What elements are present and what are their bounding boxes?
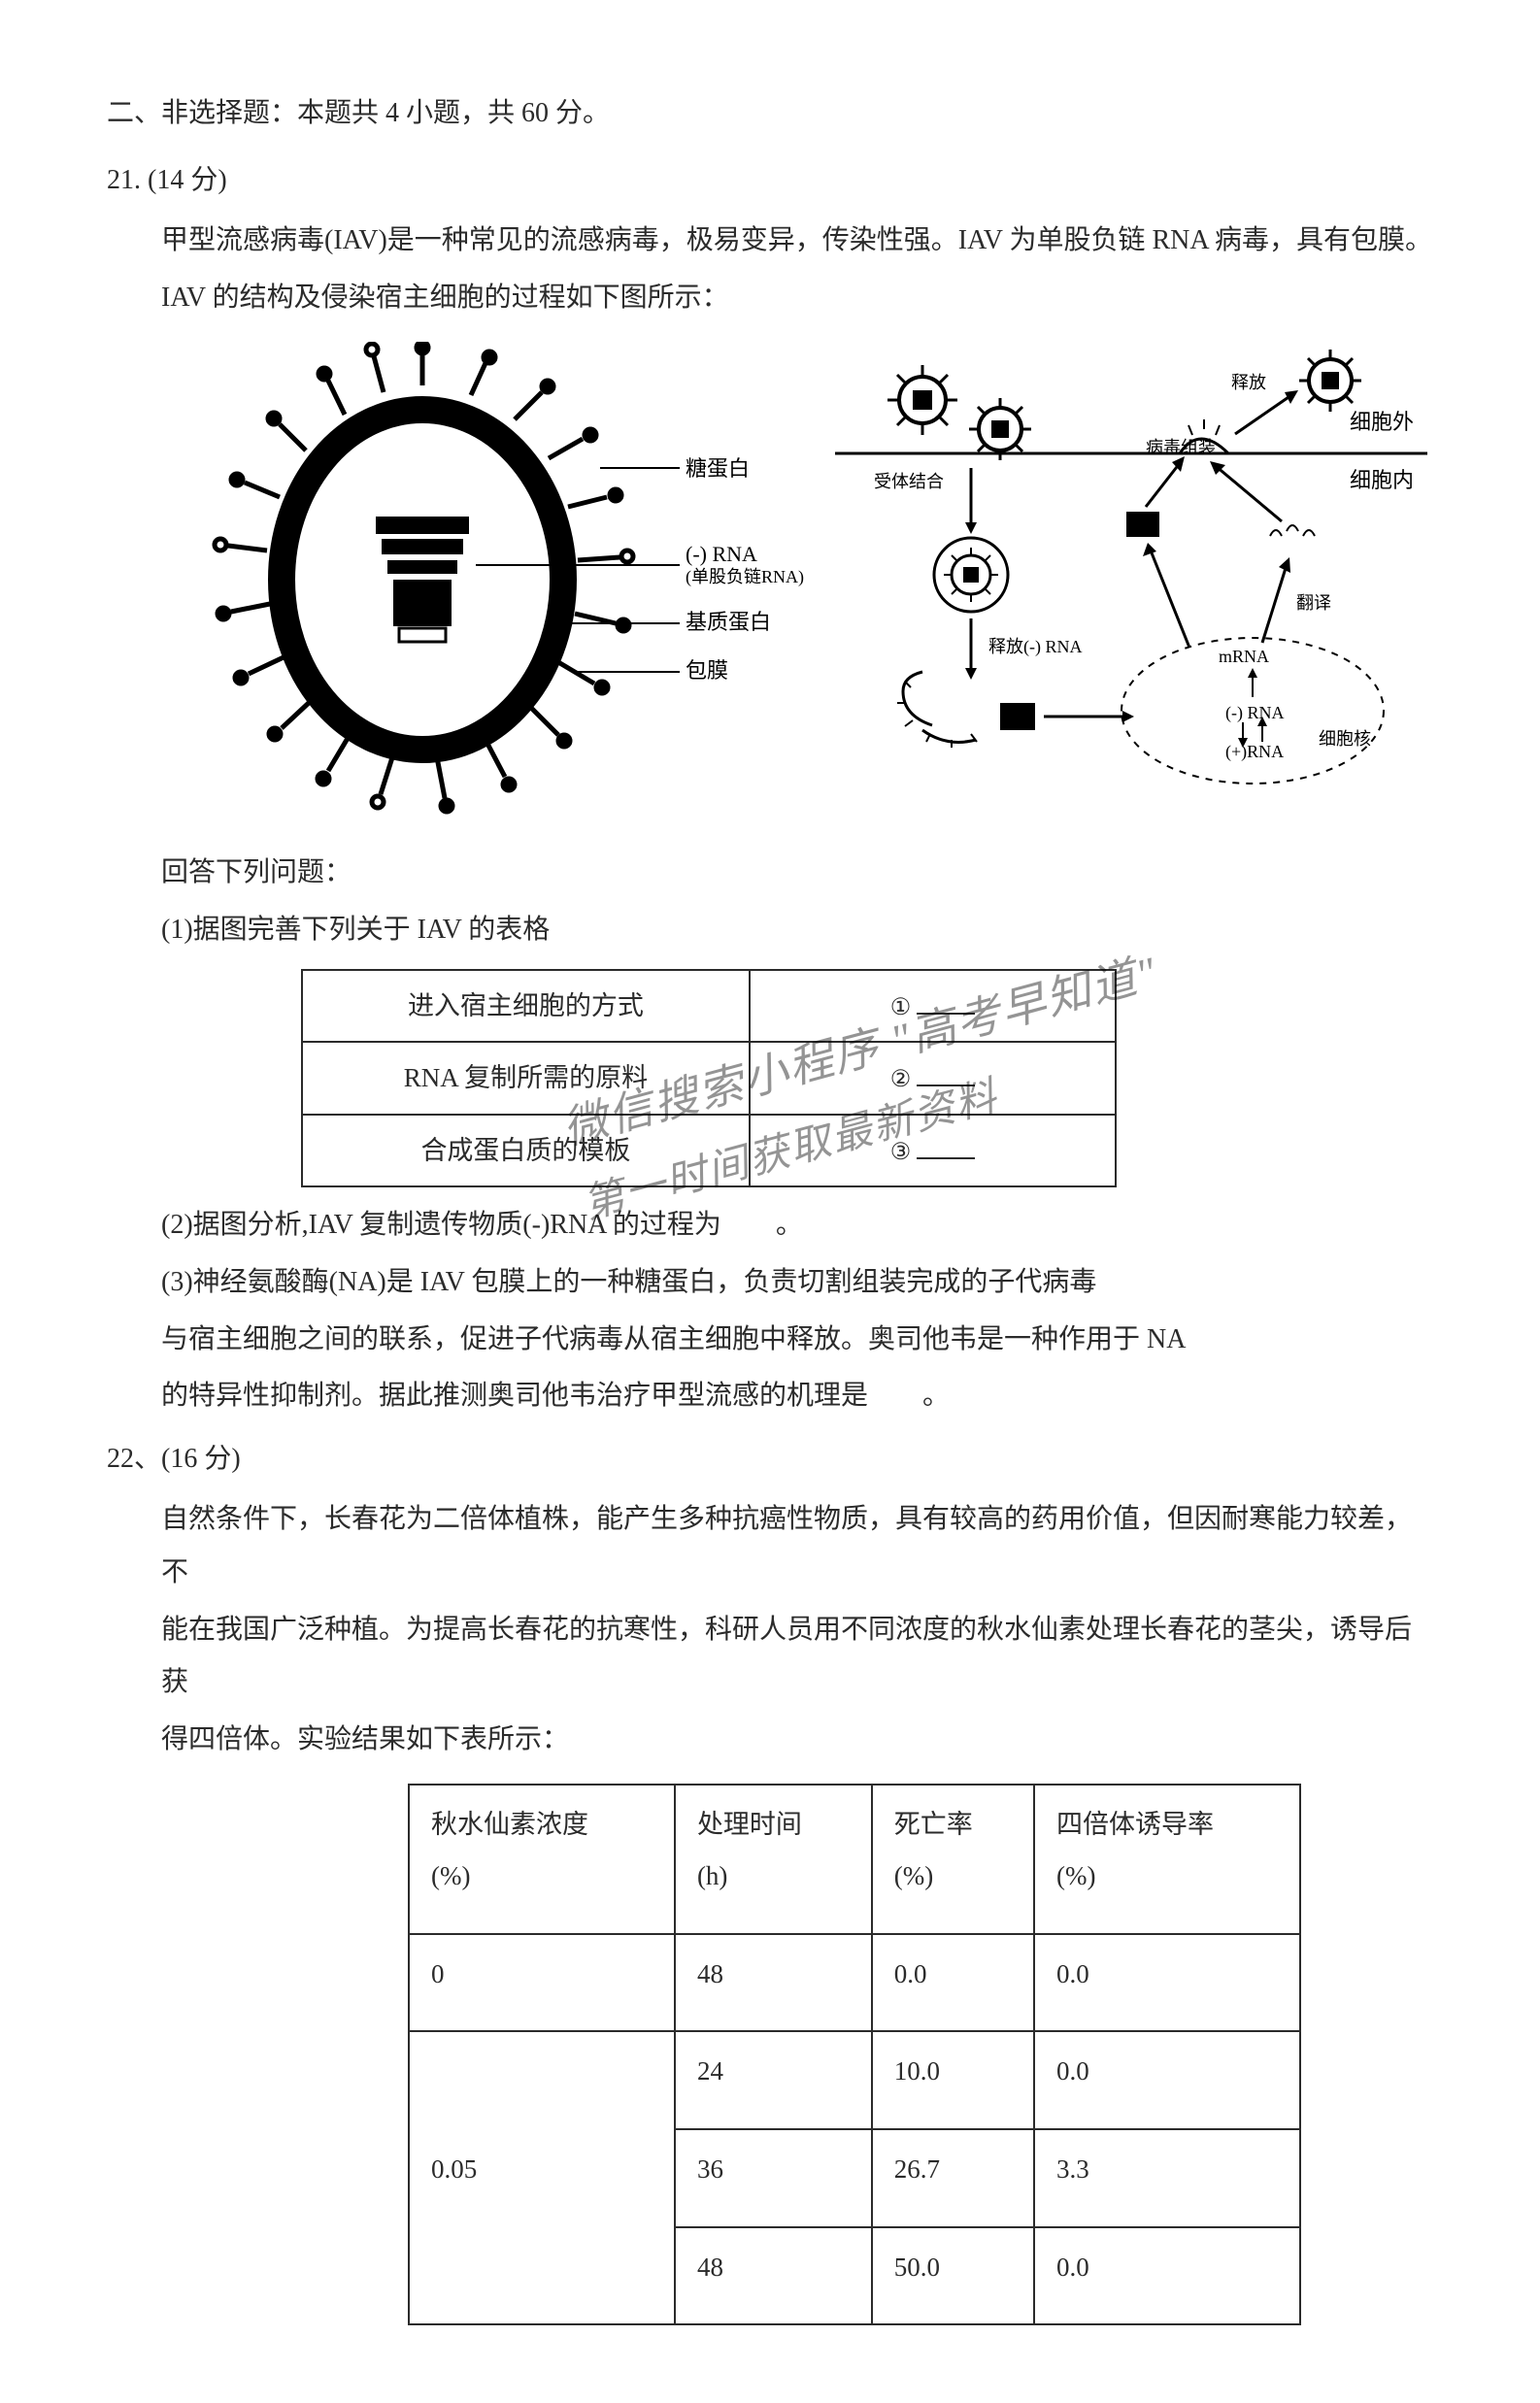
colhdr-conc-b: (%) [431,1851,653,1902]
q21-sub3-l2-text: 与宿主细胞之间的联系，促进子代病毒从宿主细胞中释放。奥司他韦是一种作用于 NA [161,1324,1186,1354]
colchicine-row-0: 0 48 0.0 0.0 [409,1934,1300,2032]
q22-p1: 自然条件下，长春花为二倍体植株，能产生多种抗癌性物质，具有较高的药用价值，但因耐… [107,1493,1433,1599]
colhdr-rate-b: (%) [1056,1851,1278,1902]
death-3: 50.0 [872,2227,1034,2325]
q22-p2: 能在我国广泛种植。为提高长春花的抗寒性，科研人员用不同浓度的秋水仙素处理长春花的… [107,1604,1433,1710]
q21-p2-text: IAV 的结构及侵染宿主细胞的过程如下图所示： [161,283,729,313]
death-2: 26.7 [872,2129,1034,2227]
q21-paragraph-1: 甲型流感病毒(IAV)是一种常见的流感病毒，极易变异，传染性强。IAV 为单股负… [107,215,1433,268]
label-matrix: 基质蛋白 [686,610,771,634]
q21-answer-prompt-text: 回答下列问题： [161,857,352,887]
q22-p3-text: 得四倍体。实验结果如下表所示： [161,1724,569,1754]
colhdr-rate-a: 四倍体诱导率 [1056,1799,1278,1851]
colhdr-conc-a: 秋水仙素浓度 [431,1799,653,1851]
q21-sub3-l3: 的特异性抑制剂。据此推测奥司他韦治疗甲型流感的机理是 。 [107,1370,1433,1423]
death-1: 10.0 [872,2031,1034,2129]
iav-r2-left: RNA 复制所需的原料 [302,1042,750,1115]
colchicine-row-1: 0.05 24 10.0 0.0 [409,2031,1300,2129]
q21-answer-prompt: 回答下列问题： [107,847,1433,900]
label-release-top: 释放 [1231,373,1266,392]
section-heading: 二、非选择题：本题共 4 小题，共 60 分。 [107,87,1433,141]
label-intracellular: 细胞内 [1350,468,1414,492]
colhdr-death-b: (%) [894,1851,1012,1902]
blank-3 [917,1134,975,1159]
label-plus-rna: (+)RNA [1225,742,1284,762]
conc-005: 0.05 [409,2031,675,2324]
conc-0: 0 [409,1934,675,2032]
label-assembly: 病毒组装 [1146,438,1216,457]
label-glycoprotein: 糖蛋白 [686,456,750,481]
q22-p2-text: 能在我国广泛种植。为提高长春花的抗寒性，科研人员用不同浓度的秋水仙素处理长春花的… [161,1615,1412,1698]
iav-r1-left: 进入宿主细胞的方式 [302,970,750,1043]
time-3: 48 [675,2227,872,2325]
q21-number: 21. (14 分) [107,154,1433,208]
rate-1: 0.0 [1034,2031,1300,2129]
q21-p1-text: 甲型流感病毒(IAV)是一种常见的流感病毒，极易变异，传染性强。IAV 为单股负… [161,225,1432,255]
iav-table-row2: RNA 复制所需的原料 ② [302,1042,1116,1115]
infection-cycle-icon: 细胞外 细胞内 [835,350,1427,784]
iav-r3-right: ③ [750,1115,1116,1187]
death-0: 0.0 [872,1934,1034,2032]
q21-sub3-l1-text: (3)神经氨酸酶(NA)是 IAV 包膜上的一种糖蛋白，负责切割组装完成的子代病… [161,1267,1096,1297]
colhdr-conc: 秋水仙素浓度 (%) [409,1785,675,1933]
q21-sub2: (2)据图分析,IAV 复制遗传物质(-)RNA 的过程为 。 [107,1199,1433,1252]
section-heading-text: 二、非选择题：本题共 4 小题，共 60 分。 [107,98,610,128]
rate-2: 3.3 [1034,2129,1300,2227]
colhdr-rate: 四倍体诱导率 (%) [1034,1785,1300,1933]
label-minus-rna-nuc: (-) RNA [1225,703,1285,723]
q22-number-text: 22、(16 分) [107,1444,241,1474]
blank-1 [917,988,975,1014]
q22-p3: 得四倍体。实验结果如下表所示： [107,1714,1433,1767]
time-0: 48 [675,1934,872,2032]
colchicine-header-row: 秋水仙素浓度 (%) 处理时间 (h) 死亡率 (%) 四倍体诱导率 (%) [409,1785,1300,1933]
iav-table: 进入宿主细胞的方式 ① RNA 复制所需的原料 ② 合成蛋白质的模板 ③ [301,969,1117,1188]
colhdr-time-b: (h) [697,1851,850,1902]
colhdr-time-a: 处理时间 [697,1799,850,1851]
iav-diagram: 糖蛋白 (-) RNA (单股负链RNA) 基质蛋白 包膜 细胞外 细胞内 [175,342,1437,818]
q21-sub3-l3-text: 的特异性抑制剂。据此推测奥司他韦治疗甲型流感的机理是 。 [161,1381,950,1411]
time-2: 36 [675,2129,872,2227]
iav-r1-right: ① [750,970,1116,1043]
q21-sub3-l2: 与宿主细胞之间的联系，促进子代病毒从宿主细胞中释放。奥司他韦是一种作用于 NA [107,1314,1433,1367]
q22-number: 22、(16 分) [107,1433,1433,1486]
colchicine-table: 秋水仙素浓度 (%) 处理时间 (h) 死亡率 (%) 四倍体诱导率 (%) 0… [408,1784,1301,2325]
label-nucleus: 细胞核 [1319,729,1371,749]
label-envelope: 包膜 [686,658,728,683]
label-rna-sub: (单股负链RNA) [686,567,804,587]
q21-sub1-label: (1)据图完善下列关于 IAV 的表格 [107,904,1433,957]
time-1: 24 [675,2031,872,2129]
label-extracellular: 细胞外 [1350,410,1414,434]
q21-sub3-l1: (3)神经氨酸酶(NA)是 IAV 包膜上的一种糖蛋白，负责切割组装完成的子代病… [107,1256,1433,1310]
q21-sub2-text: (2)据图分析,IAV 复制遗传物质(-)RNA 的过程为 。 [161,1210,803,1240]
label-translation: 翻译 [1296,593,1331,613]
rate-0: 0.0 [1034,1934,1300,2032]
iav-r3-left: 合成蛋白质的模板 [302,1115,750,1187]
q21-sub1-text: (1)据图完善下列关于 IAV 的表格 [161,915,550,945]
iav-r2-right: ② [750,1042,1116,1115]
iav-table-row3: 合成蛋白质的模板 ③ [302,1115,1116,1187]
label-release-minus-rna: 释放(-) RNA [988,637,1083,657]
iav-diagram-svg: 糖蛋白 (-) RNA (单股负链RNA) 基质蛋白 包膜 细胞外 细胞内 [175,342,1437,818]
iav-table-row1: 进入宿主细胞的方式 ① [302,970,1116,1043]
iav-r2-mark: ② [890,1068,912,1091]
colhdr-death: 死亡率 (%) [872,1785,1034,1933]
q21-paragraph-2: IAV 的结构及侵染宿主细胞的过程如下图所示： [107,272,1433,325]
q21-number-text: 21. (14 分) [107,165,227,195]
blank-2 [917,1061,975,1086]
label-rna: (-) RNA [686,542,757,566]
q22-p1-text: 自然条件下，长春花为二倍体植株，能产生多种抗癌性物质，具有较高的药用价值，但因耐… [161,1504,1412,1587]
rate-3: 0.0 [1034,2227,1300,2325]
iav-r1-mark: ① [890,996,912,1019]
label-mrna: mRNA [1219,647,1269,666]
virus-structure-icon: 糖蛋白 (-) RNA (单股负链RNA) 基质蛋白 包膜 [215,342,804,812]
iav-r3-mark: ③ [890,1141,912,1164]
colhdr-time: 处理时间 (h) [675,1785,872,1933]
colhdr-death-a: 死亡率 [894,1799,1012,1851]
label-receptor-binding: 受体结合 [874,472,944,491]
